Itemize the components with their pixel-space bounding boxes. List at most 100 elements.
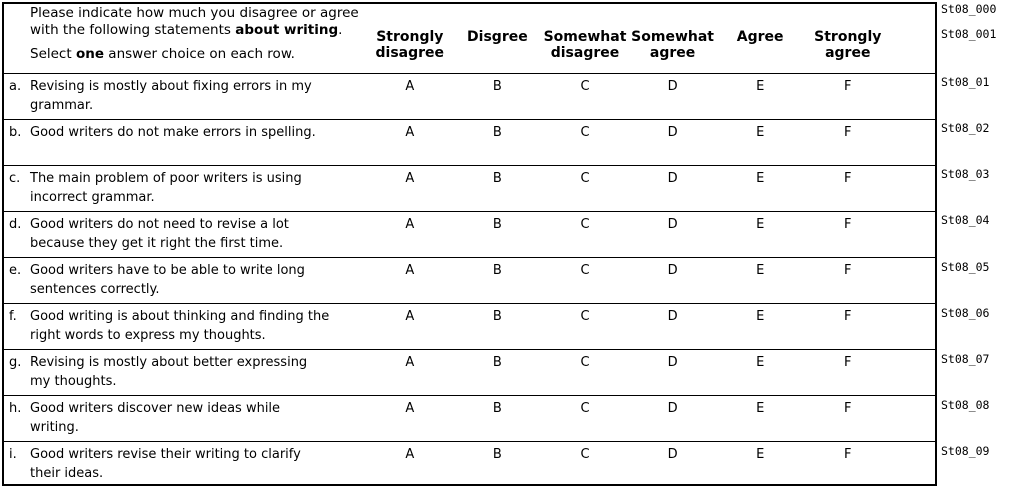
choice-c[interactable]: C (580, 79, 590, 94)
choice-c[interactable]: C (580, 401, 590, 416)
survey-table: Please indicate how much you disagree or… (2, 2, 937, 486)
choice-f[interactable]: F (844, 309, 852, 324)
choice-d[interactable]: D (667, 79, 678, 94)
choice-a[interactable]: A (405, 171, 415, 186)
table-row: d. Good writers do not need to revise a … (4, 211, 935, 257)
choice-d[interactable]: D (667, 171, 678, 186)
choice-d[interactable]: D (667, 309, 678, 324)
choice-b[interactable]: B (492, 79, 502, 94)
column-header-somewhat-agree: Somewhat agree (631, 29, 714, 61)
instruction-1-bold: about writing (235, 22, 339, 38)
choice-e[interactable]: E (756, 355, 765, 370)
instruction-1-period: . (338, 22, 343, 38)
table-row: h. Good writers discover new ideas while… (4, 395, 935, 441)
choice-c[interactable]: C (580, 309, 590, 324)
choice-c[interactable]: C (580, 447, 590, 462)
choice-a[interactable]: A (405, 355, 415, 370)
statement-text: Good writing is about thinking and findi… (30, 309, 330, 343)
choice-b[interactable]: B (492, 171, 502, 186)
variable-code: St08_06 (941, 306, 990, 320)
choice-f[interactable]: F (844, 447, 852, 462)
instructions: Please indicate how much you disagree or… (4, 4, 366, 73)
choice-a[interactable]: A (405, 447, 415, 462)
instruction-1-text: Please indicate how much you disagree or… (30, 5, 359, 38)
choice-b[interactable]: B (492, 447, 502, 462)
statement-text: The main problem of poor writers is usin… (30, 171, 302, 205)
choice-e[interactable]: E (756, 309, 765, 324)
choice-c[interactable]: C (580, 171, 590, 186)
table-row: b. Good writers do not make errors in sp… (4, 119, 935, 165)
variable-code: St08_05 (941, 260, 990, 274)
choice-f[interactable]: F (844, 217, 852, 232)
table-row: a. Revising is mostly about fixing error… (4, 73, 935, 119)
row-letter: a. (9, 79, 22, 94)
choice-b[interactable]: B (492, 217, 502, 232)
choice-e[interactable]: E (756, 171, 765, 186)
row-letter: h. (9, 401, 22, 416)
choice-e[interactable]: E (756, 217, 765, 232)
variable-code: St08_08 (941, 398, 990, 412)
statement-text: Good writers revise their writing to cla… (30, 447, 301, 481)
choice-f[interactable]: F (844, 125, 852, 140)
statement-text: Revising is mostly about fixing errors i… (30, 79, 312, 113)
choice-c[interactable]: C (580, 355, 590, 370)
instruction-line-2: Select one answer choice on each row. (30, 46, 366, 63)
column-header-agree: Agree (736, 29, 784, 45)
statement-text: Good writers discover new ideas while wr… (30, 401, 281, 435)
choice-f[interactable]: F (844, 263, 852, 278)
choice-a[interactable]: A (405, 263, 415, 278)
choice-d[interactable]: D (667, 447, 678, 462)
variable-code: St08_04 (941, 213, 990, 227)
choice-f[interactable]: F (844, 171, 852, 186)
choice-d[interactable]: D (667, 217, 678, 232)
choice-b[interactable]: B (492, 309, 502, 324)
column-header-disgree: Disgree (467, 29, 528, 45)
choice-e[interactable]: E (756, 447, 765, 462)
row-letter: f. (9, 309, 17, 324)
choice-a[interactable]: A (405, 79, 415, 94)
table-row: g. Revising is mostly about better expre… (4, 349, 935, 395)
choice-e[interactable]: E (756, 125, 765, 140)
choice-d[interactable]: D (667, 355, 678, 370)
choice-e[interactable]: E (756, 401, 765, 416)
choice-b[interactable]: B (492, 263, 502, 278)
instruction-2-rest: answer choice on each row. (104, 46, 295, 62)
choice-c[interactable]: C (580, 217, 590, 232)
row-letter: c. (9, 171, 21, 186)
column-header-strongly-disagree: Strongly disagree (375, 29, 445, 61)
choice-e[interactable]: E (756, 263, 765, 278)
table-row: f. Good writing is about thinking and fi… (4, 303, 935, 349)
instruction-2-text: Select (30, 46, 76, 62)
table-header: Please indicate how much you disagree or… (4, 4, 935, 73)
variable-code: St08_001 (941, 27, 997, 41)
instruction-2-bold: one (75, 46, 104, 62)
choice-a[interactable]: A (405, 401, 415, 416)
choice-d[interactable]: D (667, 125, 678, 140)
choice-b[interactable]: B (492, 355, 502, 370)
instruction-line-1: Please indicate how much you disagree or… (30, 5, 366, 39)
choice-c[interactable]: C (580, 125, 590, 140)
choice-b[interactable]: B (492, 125, 502, 140)
choice-a[interactable]: A (405, 125, 415, 140)
choice-a[interactable]: A (405, 217, 415, 232)
choice-f[interactable]: F (844, 401, 852, 416)
choice-c[interactable]: C (580, 263, 590, 278)
statement-text: Good writers have to be able to write lo… (30, 263, 305, 297)
choice-f[interactable]: F (844, 79, 852, 94)
row-letter: i. (9, 447, 17, 462)
variable-code: St08_01 (941, 75, 990, 89)
row-letter: e. (9, 263, 22, 278)
choice-d[interactable]: D (667, 263, 678, 278)
choice-a[interactable]: A (405, 309, 415, 324)
table-row: i. Good writers revise their writing to … (4, 441, 935, 484)
column-header-somewhat-disagree: Somewhat disagree (543, 29, 627, 61)
row-letter: g. (9, 355, 22, 370)
choice-b[interactable]: B (492, 401, 502, 416)
choice-d[interactable]: D (667, 401, 678, 416)
variable-code: St08_02 (941, 121, 990, 135)
statement-text: Good writers do not need to revise a lot… (30, 217, 289, 251)
choice-e[interactable]: E (756, 79, 765, 94)
choice-f[interactable]: F (844, 355, 852, 370)
row-letter: d. (9, 217, 22, 232)
